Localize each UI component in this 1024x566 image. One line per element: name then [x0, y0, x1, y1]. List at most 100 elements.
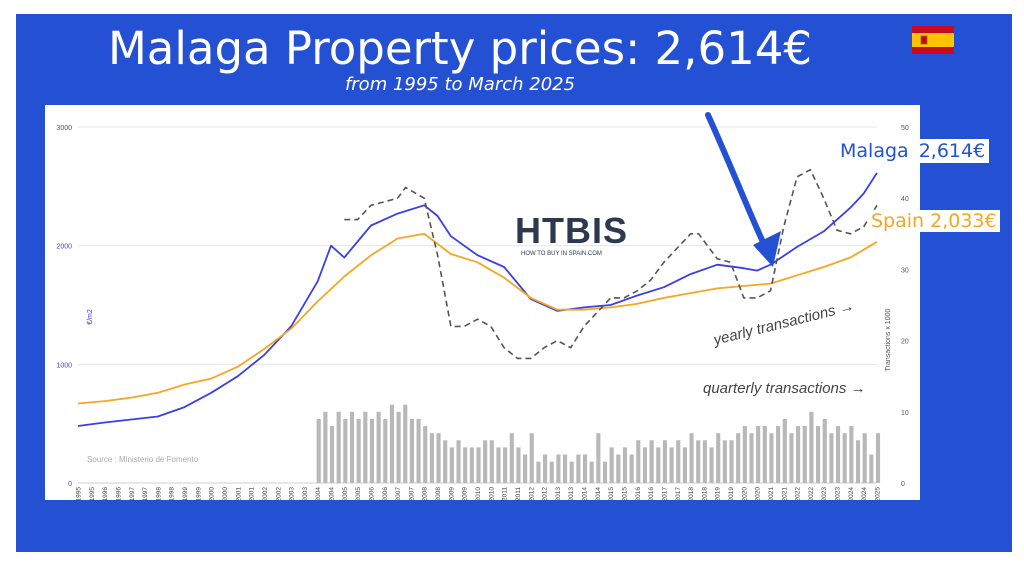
- yearly-transactions-line: [344, 168, 878, 360]
- yearly-transactions-label: yearly transactions →: [711, 297, 856, 349]
- quarterly-transaction-bar: [463, 447, 468, 483]
- quarterly-transaction-bar: [329, 426, 335, 483]
- x-tick-label: 03/2009: [448, 487, 455, 500]
- quarterly-transaction-bar: [416, 418, 421, 483]
- quarterly-transaction-bar: [622, 447, 628, 483]
- x-tick-label: 03/2004: [315, 487, 322, 500]
- x-tick-label: 09/2011: [515, 487, 522, 500]
- x-tick-label: 09/2009: [462, 487, 469, 500]
- quarterly-transaction-bar: [696, 440, 701, 483]
- quarterly-transaction-bar: [855, 440, 861, 483]
- quarterly-transaction-bar: [816, 426, 821, 483]
- quarterly-transaction-bar: [349, 411, 355, 483]
- x-tick-label: 03/1999: [182, 487, 189, 500]
- x-tick-label: 03/2003: [289, 487, 296, 500]
- quarterly-transaction-bar: [509, 433, 514, 483]
- quarterly-transaction-bar: [822, 418, 827, 483]
- x-tick-label: 09/2003: [302, 487, 309, 500]
- quarterly-transaction-bar: [829, 433, 834, 483]
- x-tick-label: 09/2002: [275, 487, 282, 500]
- y2-tick-label: 20: [901, 339, 909, 346]
- quarterly-transaction-bar: [769, 433, 774, 483]
- quarterly-transaction-bar: [429, 433, 434, 483]
- x-tick-label: 09/2004: [329, 487, 336, 500]
- x-tick-label: 03/2018: [688, 487, 695, 500]
- quarterly-transaction-bar: [656, 447, 661, 483]
- quarterly-transactions-label: quarterly transactions →: [703, 380, 866, 397]
- quarterly-transaction-bar: [762, 426, 767, 483]
- x-tick-label: 03/2002: [262, 487, 269, 500]
- x-tick-label: 03/2014: [582, 487, 589, 500]
- y-tick-label: 3000: [56, 125, 72, 132]
- x-tick-label: 03/2023: [821, 487, 828, 500]
- x-tick-label: 03/2020: [741, 487, 748, 500]
- x-tick-label: 03/2013: [555, 487, 562, 500]
- quarterly-transaction-bar: [483, 440, 488, 483]
- quarterly-transaction-bar: [789, 433, 794, 483]
- x-tick-label: 03/1995: [76, 487, 83, 500]
- quarterly-transaction-bar: [782, 418, 787, 483]
- x-tick-label: 09/2023: [835, 487, 842, 500]
- quarterly-transaction-bar: [369, 418, 375, 483]
- x-tick-label: 03/2015: [608, 487, 615, 500]
- x-tick-label: 03/2021: [768, 487, 775, 500]
- malaga-line: [77, 172, 878, 427]
- quarterly-transaction-bar: [849, 426, 854, 483]
- y2-tick-label: 50: [901, 125, 909, 132]
- quarterly-transaction-bar: [376, 411, 381, 483]
- arrow-head: [753, 231, 781, 267]
- quarterly-transaction-bar: [556, 454, 561, 483]
- quarterly-transaction-bar: [582, 454, 588, 483]
- quarterly-transaction-bar: [689, 433, 694, 483]
- y2-tick-label: 30: [901, 267, 909, 274]
- malaga-series-label: Malaga 2,614€: [840, 139, 990, 166]
- quarterly-transaction-bar: [709, 447, 714, 483]
- quarterly-transaction-bar: [842, 433, 847, 483]
- quarterly-transaction-bar: [662, 440, 667, 483]
- quarterly-transaction-bar: [403, 404, 408, 483]
- quarterly-transaction-bar: [802, 426, 807, 483]
- x-tick-label: 09/2012: [542, 487, 549, 500]
- quarterly-transaction-bar: [363, 411, 368, 483]
- x-tick-label: 03/2005: [342, 487, 349, 500]
- price-chart: 0 1000 2000 3000 0 10 20 30 40 50 03/1995 09/1995 03…: [56, 112, 974, 511]
- x-tick-label: 09/1995: [89, 487, 96, 500]
- x-tick-label: 09/2013: [568, 487, 575, 500]
- x-tick-label: 09/2008: [435, 487, 442, 500]
- quarterly-transaction-bar: [875, 433, 881, 483]
- quarterly-transaction-bar: [649, 440, 654, 483]
- quarterly-transaction-bar: [809, 411, 814, 483]
- quarterly-transaction-bar: [383, 418, 388, 483]
- quarterly-transaction-bar: [749, 433, 754, 483]
- quarterly-transaction-bar: [636, 440, 641, 483]
- quarterly-transaction-bar: [476, 447, 481, 483]
- quarterly-transaction-bar: [589, 461, 594, 483]
- x-tick-label: 09/2007: [408, 487, 415, 500]
- x-tick-label: 09/2000: [222, 487, 229, 500]
- quarterly-transaction-bar: [562, 454, 568, 483]
- quarterly-transaction-bar: [596, 433, 601, 483]
- quarterly-transaction-bar: [523, 454, 528, 483]
- quarterly-transaction-bar: [722, 440, 727, 483]
- x-tick-label: 03/2019: [715, 487, 722, 500]
- chart-panel: 0 1000 2000 3000 0 10 20 30 40 50 03/1995 09/1995 03…: [45, 105, 974, 511]
- x-tick-label: 09/2010: [488, 487, 495, 500]
- quarterly-transaction-bar: [835, 426, 841, 483]
- y2-tick-label: 10: [901, 410, 909, 417]
- x-tick-label: 09/1996: [115, 487, 122, 500]
- x-tick-label: 03/1997: [129, 487, 136, 500]
- quarterly-transaction-bar: [489, 440, 494, 483]
- quarterly-transaction-bar: [389, 404, 395, 483]
- y2-tick-label: 0: [901, 481, 905, 488]
- x-tick-label: 09/2016: [648, 487, 655, 500]
- htbis-logo: HTBIS HOW TO BUY IN SPAIN.COM: [515, 210, 627, 257]
- x-tick-label: 09/2021: [781, 487, 788, 500]
- quarterly-transaction-bar: [449, 447, 454, 483]
- quarterly-transaction-bar: [716, 433, 721, 483]
- right-axis-label: Transactions x 1000: [885, 309, 892, 372]
- x-tick-label: 03/2010: [475, 487, 482, 500]
- spain-series-label: Spain 2,033€: [868, 210, 1000, 232]
- y-tick-label: 0: [68, 481, 72, 488]
- x-tick-label: 09/1997: [142, 487, 149, 500]
- y-tick-label: 2000: [56, 244, 72, 251]
